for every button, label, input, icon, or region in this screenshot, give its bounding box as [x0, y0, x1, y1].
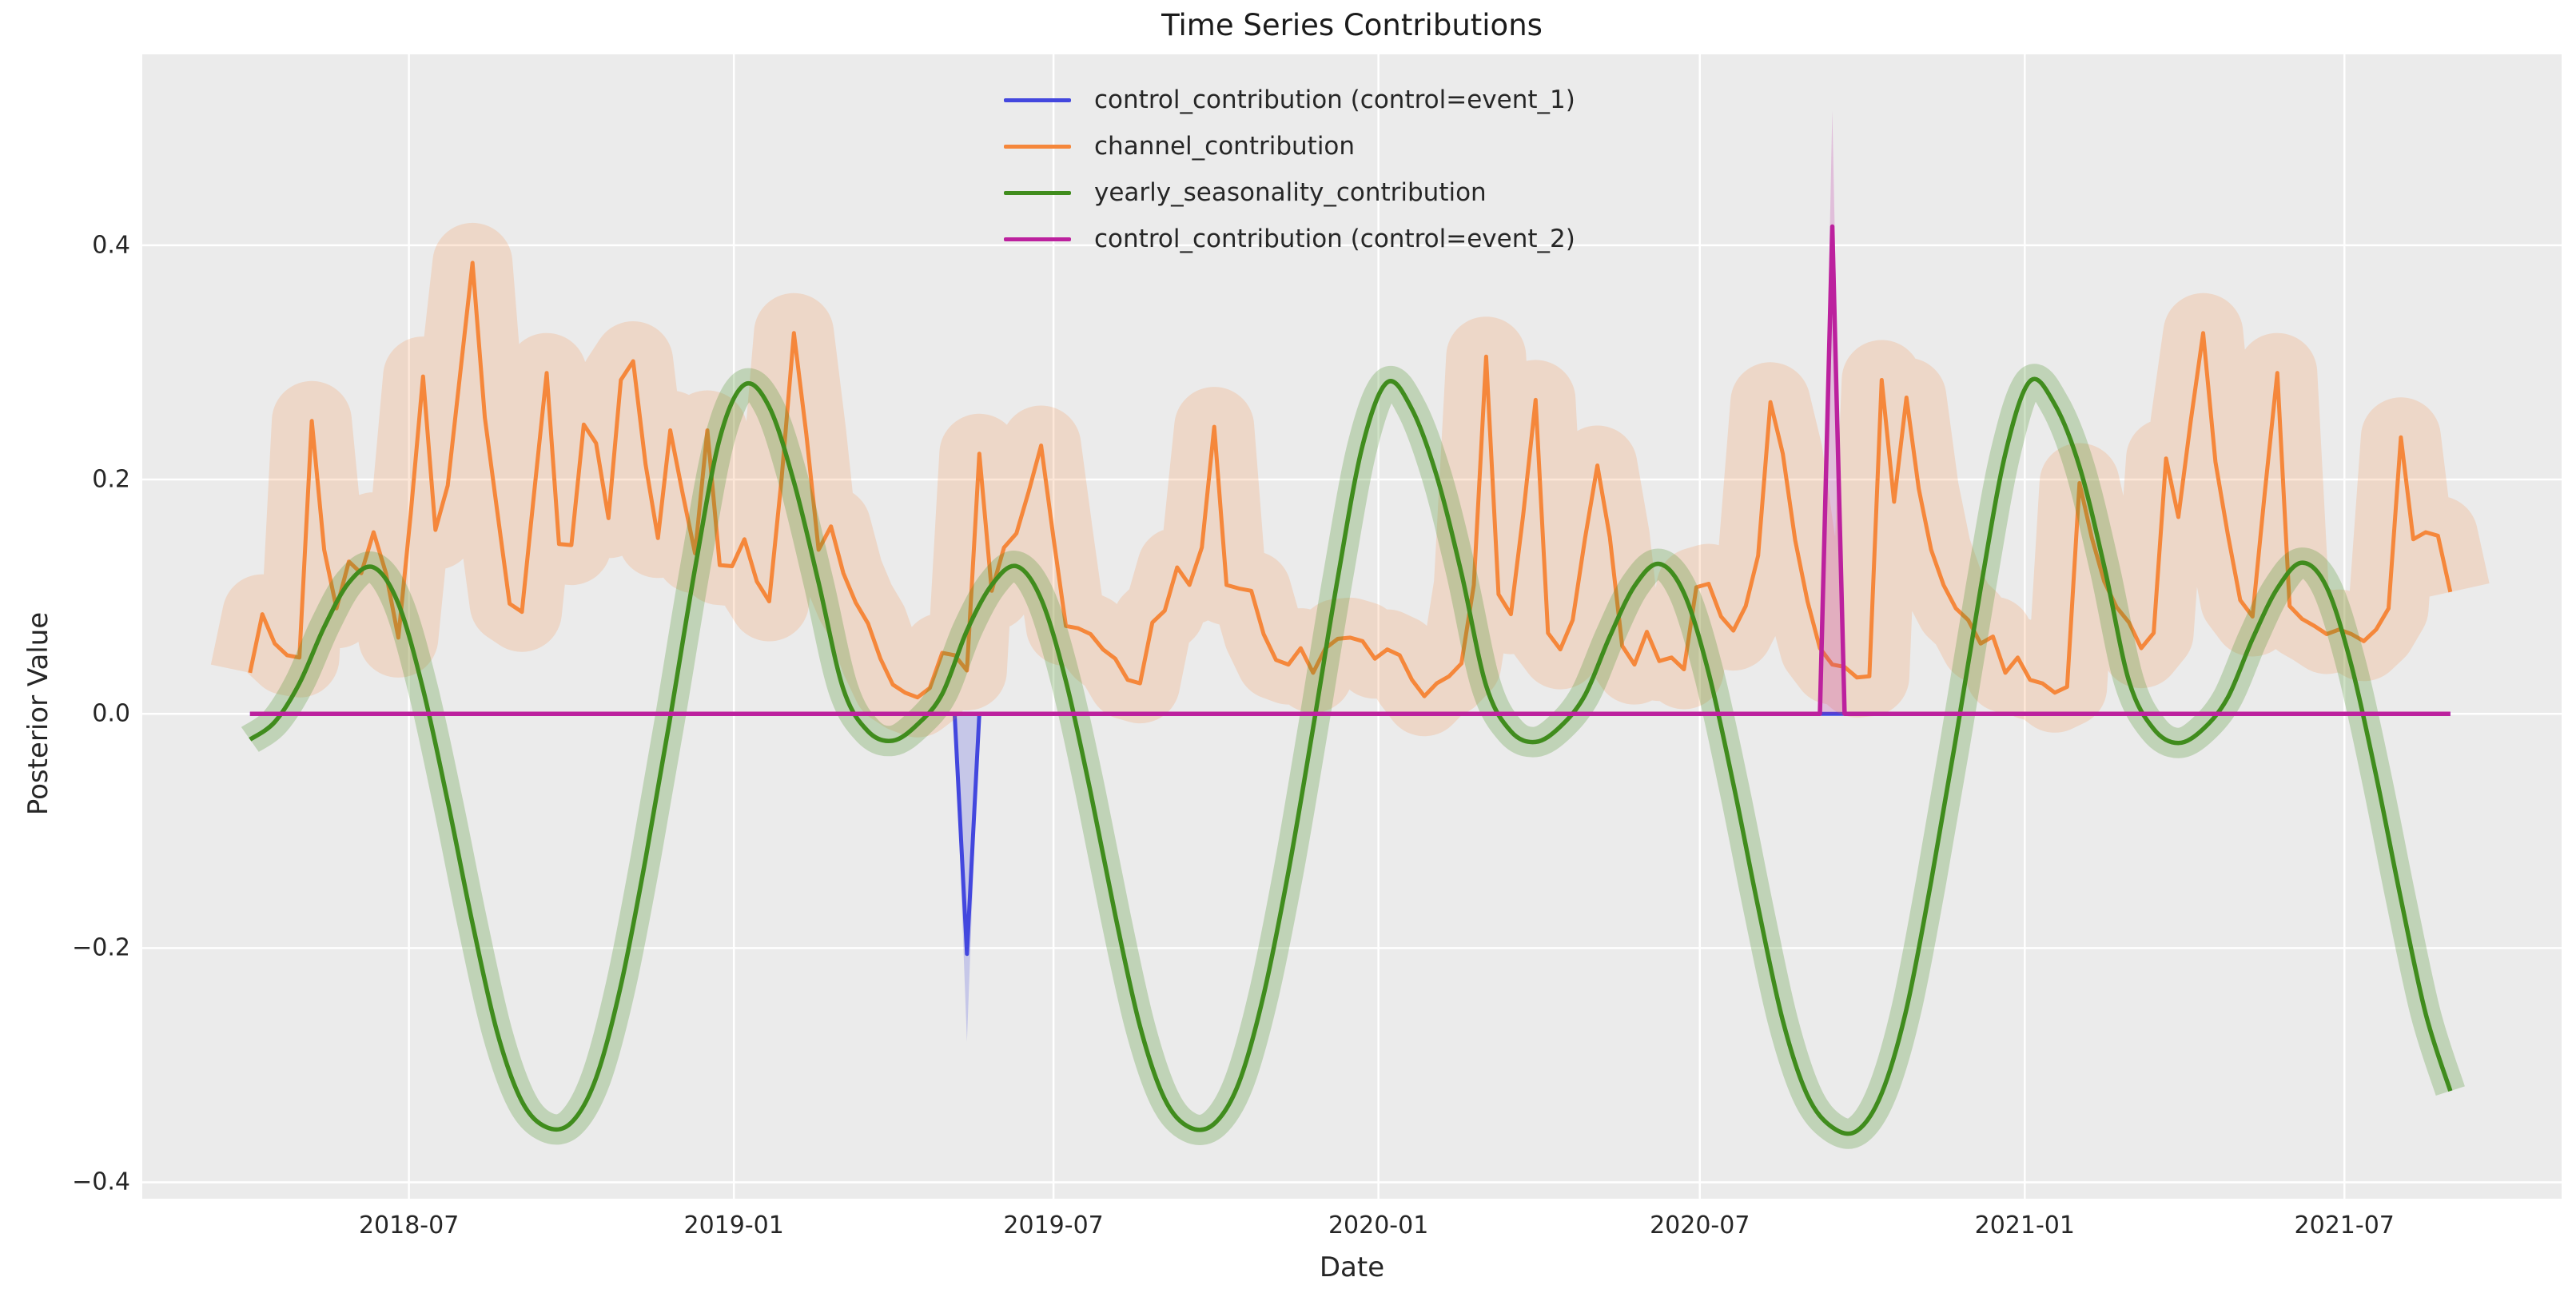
legend-item-control-contribution-control-event-1-: control_contribution (control=event_1) [1004, 77, 1575, 123]
series-control-contribution-control-event-2--band [1820, 110, 1845, 714]
y-tick-label: −0.4 [72, 1168, 130, 1196]
legend-label: control_contribution (control=event_2) [1094, 225, 1575, 253]
series-control-contribution-control-event-2--line [249, 224, 2451, 716]
x-tick-label: 2019-01 [683, 1211, 784, 1239]
legend-swatch-icon [1004, 144, 1071, 149]
legend-item-channel-contribution: channel_contribution [1004, 123, 1575, 169]
x-tick-label: 2021-01 [1974, 1211, 2075, 1239]
legend-label: control_contribution (control=event_1) [1094, 86, 1575, 114]
x-tick-label: 2021-07 [2294, 1211, 2395, 1239]
series-yearly-seasonality-contribution-line [249, 376, 2453, 1136]
x-tick-label: 2020-07 [1650, 1211, 1750, 1239]
legend: control_contribution (control=event_1)ch… [1004, 77, 1575, 262]
x-tick-label: 2018-07 [358, 1211, 460, 1239]
y-tick-label: 0.4 [92, 231, 130, 260]
y-axis-label: Posterior Value [22, 611, 54, 816]
y-tick-label: 0.2 [92, 465, 130, 494]
legend-item-control-contribution-control-event-2-: control_contribution (control=event_2) [1004, 216, 1575, 262]
chart-title: Time Series Contributions [1161, 8, 1543, 42]
x-tick-label: 2019-07 [1003, 1211, 1104, 1239]
x-axis-label: Date [1319, 1251, 1385, 1283]
y-tick-label: −0.2 [72, 933, 130, 962]
legend-swatch-icon [1004, 237, 1071, 241]
legend-swatch-icon [1004, 190, 1071, 195]
y-tick-label: 0.0 [92, 699, 130, 728]
legend-label: channel_contribution [1094, 132, 1356, 161]
legend-swatch-icon [1004, 97, 1071, 102]
legend-item-yearly-seasonality-contribution: yearly_seasonality_contribution [1004, 169, 1575, 216]
x-tick-label: 2020-01 [1328, 1211, 1429, 1239]
legend-label: yearly_seasonality_contribution [1094, 178, 1487, 207]
series-channel-contribution-line [248, 261, 2453, 700]
